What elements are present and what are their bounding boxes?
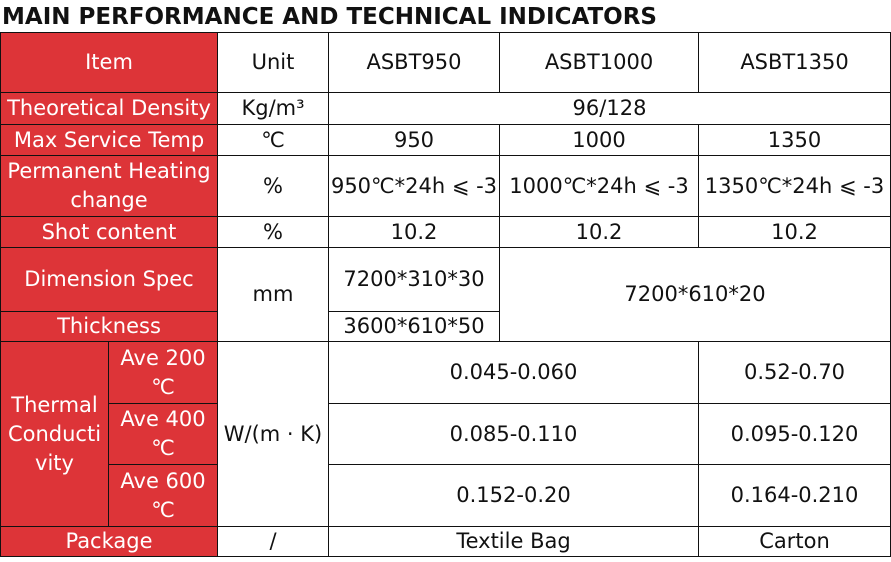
thermal-row-2: Ave 400 ℃ 0.085-0.110 0.095-0.120 (1, 403, 891, 465)
max-temp-row: Max Service Temp ℃ 950 1000 1350 (0, 124, 891, 156)
shot-asbt1000: 10.2 (499, 216, 699, 248)
shot-label: Shot content (0, 216, 218, 248)
thermal-200-merged: 0.045-0.060 (328, 341, 699, 404)
heating-change-row: Permanent Heating change % 950℃*24h ⩽ -3… (0, 155, 891, 217)
density-row: Theoretical Density Kg/m³ 96/128 (0, 92, 891, 125)
shot-asbt950: 10.2 (328, 216, 500, 248)
density-unit: Kg/m³ (217, 92, 329, 125)
max-temp-asbt950: 950 (328, 124, 500, 156)
thermal-level-400: Ave 400 ℃ (108, 403, 218, 465)
thermal-600-asbt1350: 0.164-0.210 (698, 464, 891, 527)
heating-change-unit: % (217, 155, 329, 217)
header-unit: Unit (217, 32, 329, 93)
max-temp-unit: ℃ (217, 124, 329, 156)
package-label: Package (0, 526, 218, 557)
thermal-unit: W/(m · K) (217, 341, 329, 527)
heating-change-asbt1350: 1350℃*24h ⩽ -3 (698, 155, 891, 217)
package-row: Package / Textile Bag Carton (0, 526, 891, 557)
max-temp-label: Max Service Temp (0, 124, 218, 156)
thermal-row-3: Ave 600 ℃ 0.152-0.20 0.164-0.210 (1, 464, 891, 527)
header-item: Item (0, 32, 218, 93)
thermal-600-merged: 0.152-0.20 (328, 464, 699, 527)
thermal-400-merged: 0.085-0.110 (328, 403, 699, 465)
header-model-asbt950: ASBT950 (328, 32, 500, 93)
thermal-level-200: Ave 200 ℃ (108, 341, 218, 404)
shot-row: Shot content % 10.2 10.2 10.2 (0, 216, 891, 248)
heating-change-label: Permanent Heating change (0, 155, 218, 217)
max-temp-asbt1350: 1350 (698, 124, 891, 156)
thermal-200-asbt1350: 0.52-0.70 (698, 341, 891, 404)
header-model-asbt1000: ASBT1000 (499, 32, 699, 93)
header-row: Item Unit ASBT950 ASBT1000 ASBT1350 (0, 32, 891, 93)
dimension-asbt950: 7200*310*30 (328, 247, 500, 312)
header-model-asbt1350: ASBT1350 (698, 32, 891, 93)
thermal-level-600: Ave 600 ℃ (108, 464, 218, 527)
density-label: Theoretical Density (0, 92, 218, 125)
heating-change-asbt950: 950℃*24h ⩽ -3 (328, 155, 500, 217)
package-unit: / (217, 526, 329, 557)
dimension-label: Dimension Spec (0, 247, 218, 312)
thickness-label: Thickness (0, 311, 218, 342)
shot-unit: % (217, 216, 329, 248)
thermal-400-asbt1350: 0.095-0.120 (698, 403, 891, 465)
thickness-asbt950: 3600*610*50 (328, 311, 500, 342)
package-merged: Textile Bag (328, 526, 699, 557)
dimension-unit: mm (217, 247, 329, 342)
thermal-row-1: Thermal Conductivity Ave 200 ℃ W/(m · K)… (0, 341, 891, 527)
shot-asbt1350: 10.2 (698, 216, 891, 248)
spec-table: Item Unit ASBT950 ASBT1000 ASBT1350 Theo… (0, 32, 891, 557)
dimension-row: Dimension Spec mm 7200*310*30 7200*610*2… (0, 247, 891, 342)
thermal-label: Thermal Conductivity (0, 341, 109, 527)
dimension-merged: 7200*610*20 (499, 247, 891, 342)
max-temp-asbt1000: 1000 (499, 124, 699, 156)
heating-change-asbt1000: 1000℃*24h ⩽ -3 (499, 155, 699, 217)
density-value: 96/128 (328, 92, 891, 125)
package-asbt1350: Carton (698, 526, 891, 557)
page-title: MAIN PERFORMANCE AND TECHNICAL INDICATOR… (2, 4, 657, 30)
